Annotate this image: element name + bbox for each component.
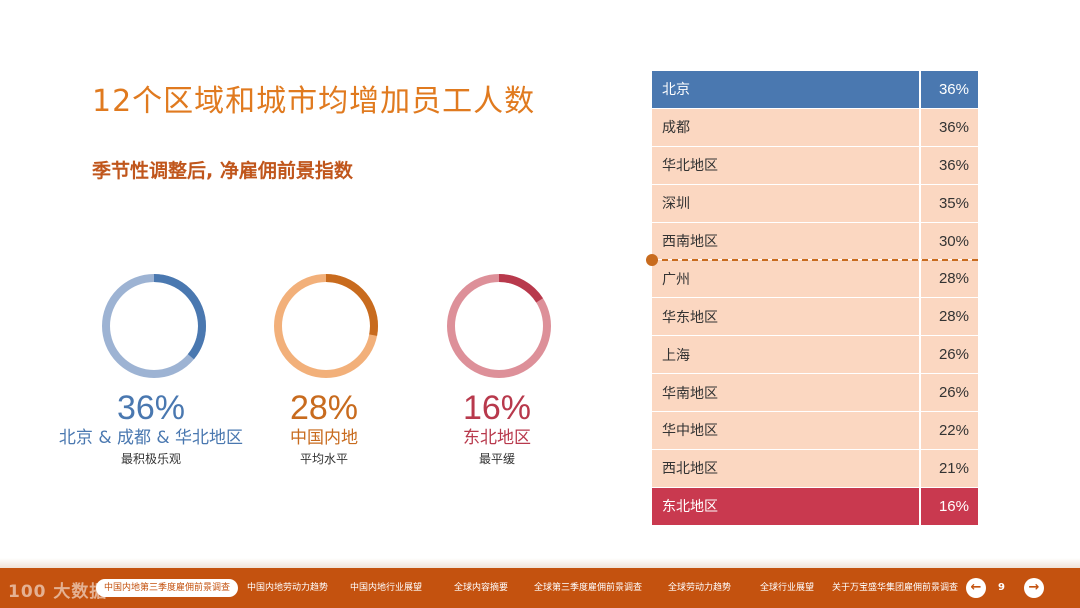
table-row: 华北地区 36% bbox=[652, 146, 978, 185]
arrow-left-icon[interactable]: ← bbox=[966, 578, 986, 598]
donut-arc-1 bbox=[102, 274, 206, 378]
table-cell-value: 28% bbox=[938, 270, 969, 288]
donut-chart-1 bbox=[98, 270, 210, 382]
nav-item-global-q3-survey[interactable]: 全球第三季度雇佣前景调查 bbox=[534, 583, 643, 593]
kpi-block-3: 16% 东北地区 最平缓 bbox=[387, 388, 607, 466]
page-number: 9 bbox=[998, 582, 1005, 593]
region-ranking-table: 北京 36% 成都 36% 华北地区 36% 深圳 35% 西南地区 30% 广州 28% 华东地区 28… bbox=[652, 71, 978, 526]
table-cell-region: 西北地区 bbox=[652, 449, 921, 487]
table-cell-value: 26% bbox=[938, 384, 969, 402]
table-row: 西北地区 21% bbox=[652, 449, 978, 488]
nav-item-about-manpower[interactable]: 关于万宝盛华集团雇佣前景调查 bbox=[832, 583, 959, 593]
table-cell-value: 21% bbox=[938, 459, 969, 477]
nav-item-cn-labor-trends[interactable]: 中国内地劳动力趋势 bbox=[247, 583, 329, 593]
kpi-desc-1: 最积极乐观 bbox=[120, 452, 181, 466]
table-cell-value: 30% bbox=[938, 232, 969, 250]
table-cell-region: 西南地区 bbox=[652, 222, 921, 260]
nav-item-global-summary[interactable]: 全球内容摘要 bbox=[454, 583, 509, 593]
kpi-region-2: 中国内地 bbox=[290, 428, 358, 448]
table-cell-value: 36% bbox=[938, 156, 969, 174]
nav-item-global-industry-outlook[interactable]: 全球行业展望 bbox=[760, 583, 815, 593]
arrow-right-icon[interactable]: → bbox=[1024, 578, 1044, 598]
footer-shadow bbox=[0, 558, 1080, 568]
table-row: 华南地区 26% bbox=[652, 374, 978, 413]
donut-svg-2 bbox=[274, 274, 378, 378]
kpi-percent-2: 28% bbox=[289, 389, 359, 427]
table-cell-value: 36% bbox=[938, 118, 969, 136]
table-cell-region: 深圳 bbox=[652, 184, 921, 222]
table-cell-value: 35% bbox=[938, 194, 969, 212]
table-cell-value: 26% bbox=[938, 346, 969, 364]
donut-chart-3 bbox=[443, 270, 555, 382]
table-row: 上海 26% bbox=[652, 336, 978, 375]
nav-item-cn-industry-outlook[interactable]: 中国内地行业展望 bbox=[350, 583, 423, 593]
kpi-region-3: 东北地区 bbox=[463, 428, 531, 448]
table-cell-region: 北京 bbox=[652, 71, 921, 108]
kpi-percent-3: 16% bbox=[462, 389, 532, 427]
watermark-logo: 100 大数据 bbox=[8, 582, 108, 602]
table-row: 北京 36% bbox=[652, 71, 978, 109]
donut-svg-3 bbox=[447, 274, 551, 378]
table-row: 西南地区 30% bbox=[652, 222, 978, 261]
table-cell-region: 华南地区 bbox=[652, 374, 921, 412]
table-cell-region: 华中地区 bbox=[652, 412, 921, 449]
table-row: 深圳 35% bbox=[652, 184, 978, 223]
table-row: 成都 36% bbox=[652, 108, 978, 147]
donut-svg-1 bbox=[102, 274, 206, 378]
page-title: 12个区域和城市均增加员工人数 bbox=[92, 84, 536, 119]
table-cell-region: 成都 bbox=[652, 108, 921, 146]
nav-item-cn-q3-survey[interactable]: 中国内地第三季度雇佣前景调查 bbox=[96, 579, 239, 597]
donut-arc-3 bbox=[447, 274, 551, 378]
kpi-percent-1: 36% bbox=[116, 389, 186, 427]
page-subtitle: 季节性调整后, 净雇佣前景指数 bbox=[92, 160, 353, 182]
table-cell-region: 华北地区 bbox=[652, 146, 921, 184]
table-cell-region: 上海 bbox=[652, 336, 921, 374]
kpi-desc-2: 平均水平 bbox=[299, 452, 348, 466]
table-cell-region: 东北地区 bbox=[652, 487, 921, 525]
table-cell-value: 28% bbox=[938, 308, 969, 326]
average-divider-dot bbox=[646, 254, 658, 266]
table-cell-region: 广州 bbox=[652, 260, 921, 298]
table-cell-region: 华东地区 bbox=[652, 298, 921, 336]
table-row: 华东地区 28% bbox=[652, 298, 978, 337]
table-row: 广州 28% bbox=[652, 260, 978, 299]
average-divider-line bbox=[652, 259, 978, 261]
donut-arc-2 bbox=[274, 274, 378, 378]
table-row: 东北地区 16% bbox=[652, 487, 978, 526]
table-cell-value: 16% bbox=[938, 497, 969, 515]
kpi-block-1: 36% 北京 & 成都 & 华北地区 最积极乐观 bbox=[41, 388, 261, 466]
nav-item-global-labor-trends[interactable]: 全球劳动力趋势 bbox=[668, 583, 732, 593]
table-cell-value: 36% bbox=[938, 80, 969, 98]
kpi-block-2: 28% 中国内地 平均水平 bbox=[214, 388, 434, 466]
footer-nav-bar: 100 大数据 中国内地第三季度雇佣前景调查 中国内地劳动力趋势 中国内地行业展… bbox=[0, 568, 1080, 608]
table-row: 华中地区 22% bbox=[652, 412, 978, 450]
donut-chart-2 bbox=[270, 270, 382, 382]
kpi-region-1: 北京 & 成都 & 华北地区 bbox=[58, 428, 244, 448]
kpi-desc-3: 最平缓 bbox=[478, 452, 515, 466]
table-cell-value: 22% bbox=[938, 421, 969, 439]
